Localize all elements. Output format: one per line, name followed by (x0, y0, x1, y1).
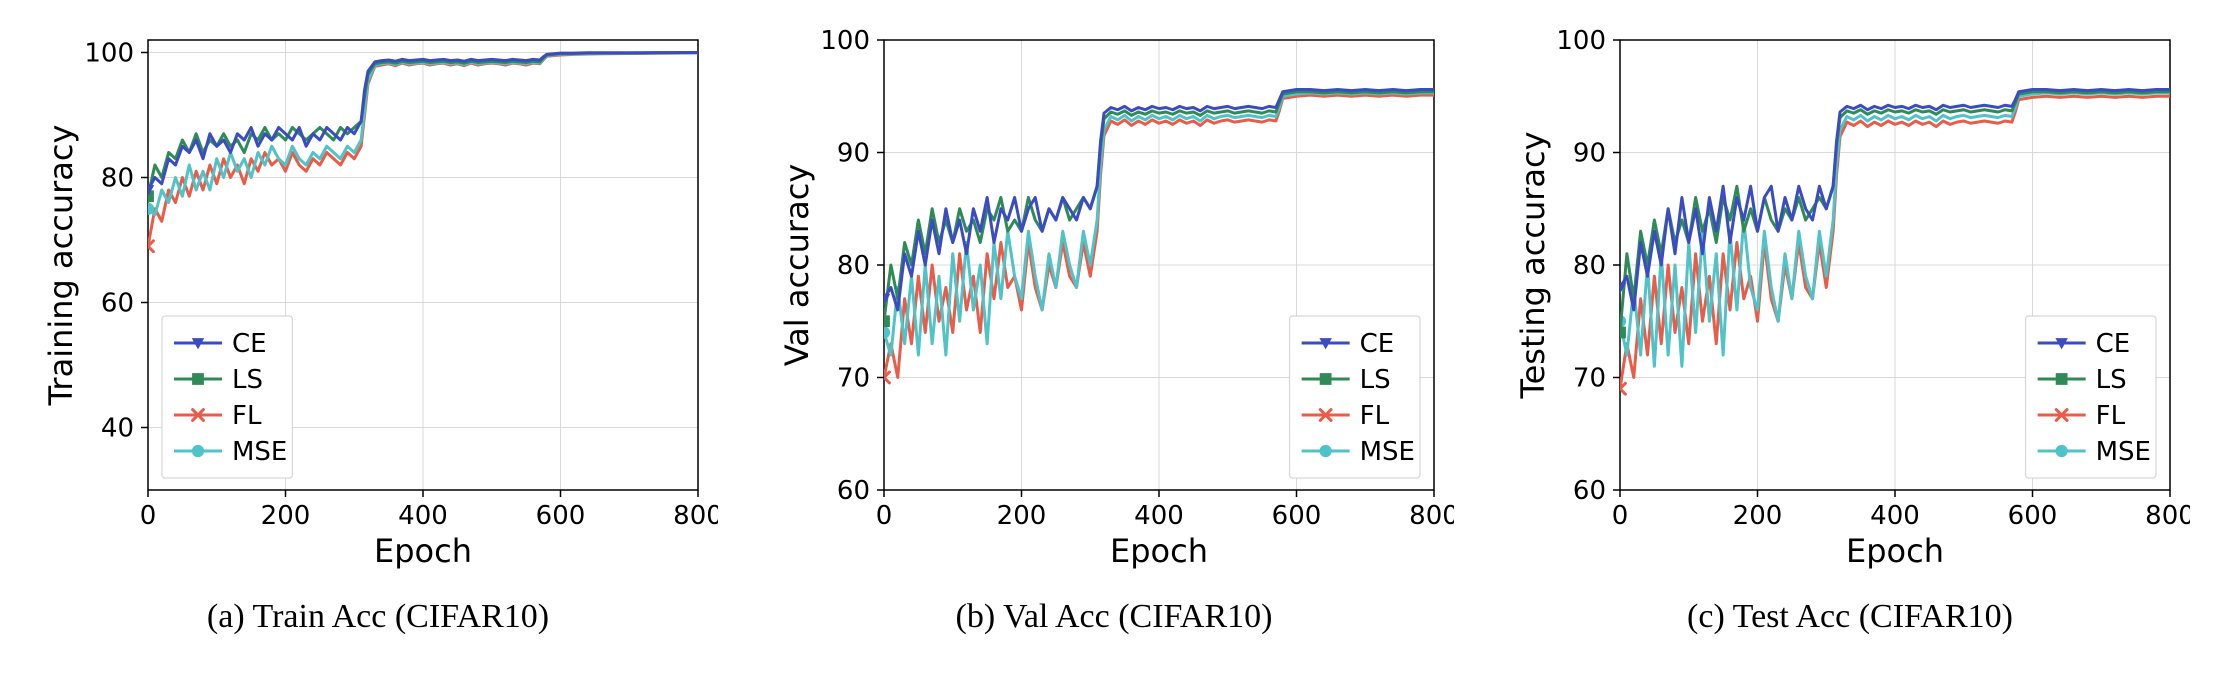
figure-row: 0200400600800406080100EpochTraining accu… (0, 0, 2228, 696)
legend-label-fl: FL (1360, 401, 1390, 431)
caption-train: (a) Train Acc (CIFAR10) (207, 598, 549, 636)
svg-text:70: 70 (837, 364, 870, 394)
svg-text:80: 80 (101, 164, 134, 194)
svg-text:100: 100 (84, 39, 134, 69)
svg-text:100: 100 (820, 26, 870, 56)
legend: CE LS FL MSE (2026, 316, 2156, 478)
svg-text:0: 0 (1612, 501, 1629, 531)
ylabel: Testing accuracy (1514, 131, 1552, 399)
ylabel: Training accuracy (42, 125, 80, 407)
legend-label-ce: CE (2096, 329, 2131, 359)
svg-text:40: 40 (101, 414, 134, 444)
caption-test: (c) Test Acc (CIFAR10) (1687, 598, 2013, 636)
svg-text:80: 80 (837, 251, 870, 281)
legend-label-mse: MSE (2096, 437, 2151, 467)
svg-text:60: 60 (1573, 476, 1606, 506)
panel-val: 0 200 400 600 800 60 70 80 90 100 Epoch Val accurac… (766, 20, 1462, 636)
svg-text:800: 800 (673, 501, 718, 531)
svg-text:80: 80 (1573, 251, 1606, 281)
svg-text:100: 100 (1556, 26, 1606, 56)
legend-label-ce: CE (1360, 329, 1395, 359)
svg-text:800: 800 (1409, 501, 1454, 531)
legend-label-ls: LS (2096, 365, 2127, 395)
svg-text:60: 60 (101, 289, 134, 319)
legend-label-mse: MSE (1360, 437, 1415, 467)
svg-text:800: 800 (2145, 501, 2190, 531)
legend-label-ls: LS (232, 365, 263, 395)
svg-text:200: 200 (997, 501, 1047, 531)
svg-text:90: 90 (837, 139, 870, 169)
svg-text:600: 600 (1272, 501, 1322, 531)
xlabel: Epoch (374, 532, 472, 570)
svg-text:400: 400 (1134, 501, 1184, 531)
legend-label-mse: MSE (232, 437, 287, 467)
legend-label-ce: CE (232, 329, 267, 359)
legend-label-fl: FL (232, 401, 262, 431)
svg-text:400: 400 (1870, 501, 1920, 531)
svg-text:0: 0 (140, 501, 157, 531)
plot-val: 0 200 400 600 800 60 70 80 90 100 Epoch Val accurac… (774, 20, 1454, 584)
svg-text:0: 0 (876, 501, 893, 531)
plot-test: 0 200 400 600 800 60 70 80 90 100 Epoch Testing acc… (1510, 20, 2190, 584)
panel-test: 0 200 400 600 800 60 70 80 90 100 Epoch Testing acc… (1502, 20, 2198, 636)
plot-train: 0 200 400 600 800 40 60 80 100 Epoch Training accu… (38, 20, 718, 584)
legend-label-ls: LS (1360, 365, 1391, 395)
svg-text:600: 600 (536, 501, 586, 531)
svg-text:70: 70 (1573, 364, 1606, 394)
svg-text:600: 600 (2008, 501, 2058, 531)
legend: CE LS FL MSE (162, 316, 292, 478)
legend: CE LS FL MSE (1290, 316, 1420, 478)
caption-val: (b) Val Acc (CIFAR10) (956, 598, 1273, 636)
svg-text:200: 200 (1733, 501, 1783, 531)
panel-train: 0 200 400 600 800 40 60 80 100 Epoch Training accu… (30, 20, 726, 636)
svg-text:90: 90 (1573, 139, 1606, 169)
svg-text:60: 60 (837, 476, 870, 506)
chart-train: 0 200 400 600 800 40 60 80 100 Epoch Training accu… (38, 20, 718, 580)
legend-label-fl: FL (2096, 401, 2126, 431)
ylabel: Val accuracy (778, 164, 816, 366)
xlabel: Epoch (1846, 532, 1944, 570)
xlabel: Epoch (1110, 532, 1208, 570)
svg-text:200: 200 (261, 501, 311, 531)
svg-text:400: 400 (398, 501, 448, 531)
chart-val: 0 200 400 600 800 60 70 80 90 100 Epoch Val accurac… (774, 20, 1454, 580)
chart-test: 0 200 400 600 800 60 70 80 90 100 Epoch Testing acc… (1510, 20, 2190, 580)
